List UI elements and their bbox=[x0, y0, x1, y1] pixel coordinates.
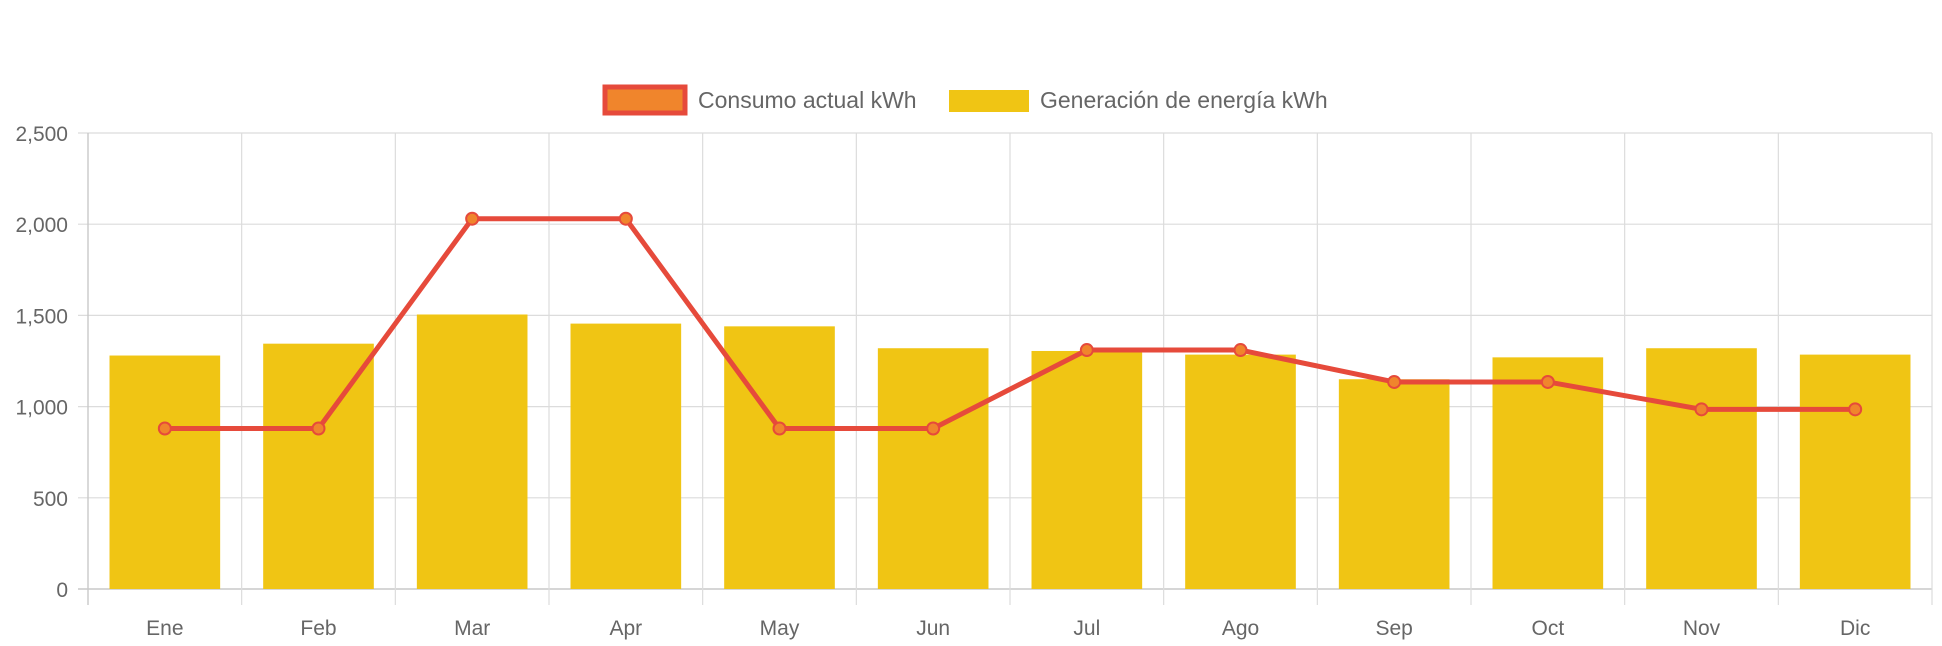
bar-dic[interactable] bbox=[1799, 354, 1911, 589]
point-dic[interactable] bbox=[1848, 402, 1863, 417]
point-jun[interactable] bbox=[926, 421, 941, 436]
y-tick-label: 1,500 bbox=[15, 305, 68, 328]
y-tick-label: 500 bbox=[33, 488, 68, 511]
point-jul[interactable] bbox=[1079, 343, 1094, 358]
legend-label-consumo: Consumo actual kWh bbox=[698, 87, 917, 113]
y-axis-ticks: 0 500 1,000 1,500 2,000 2,500 bbox=[15, 123, 68, 602]
x-tick-label: Jul bbox=[1073, 617, 1100, 640]
bar-sep[interactable] bbox=[1338, 379, 1450, 589]
x-tick-label: Ene bbox=[146, 617, 183, 640]
x-tick-label: May bbox=[760, 617, 800, 640]
x-tick-label: Apr bbox=[609, 617, 642, 640]
bar-jul[interactable] bbox=[1031, 350, 1143, 589]
bar-feb[interactable] bbox=[263, 343, 374, 589]
point-apr[interactable] bbox=[618, 211, 633, 226]
point-mar[interactable] bbox=[465, 211, 480, 226]
legend: Consumo actual kWh Generación de energía… bbox=[602, 84, 1328, 116]
point-sep[interactable] bbox=[1387, 374, 1402, 389]
point-oct[interactable] bbox=[1540, 374, 1555, 389]
bar-ene[interactable] bbox=[109, 355, 221, 589]
grid bbox=[78, 132, 1933, 605]
point-ene[interactable] bbox=[157, 421, 172, 436]
bar-apr[interactable] bbox=[570, 323, 682, 589]
x-tick-label: Jun bbox=[916, 617, 950, 640]
point-may[interactable] bbox=[772, 421, 787, 436]
y-tick-label: 2,000 bbox=[15, 214, 68, 237]
generation-bars bbox=[109, 314, 1911, 589]
consumption-line bbox=[157, 211, 1863, 436]
point-nov[interactable] bbox=[1694, 402, 1709, 417]
legend-swatch-consumo bbox=[602, 84, 688, 116]
x-tick-label: Ago bbox=[1222, 617, 1259, 640]
x-tick-label: Dic bbox=[1840, 617, 1870, 640]
bar-ago[interactable] bbox=[1185, 354, 1296, 589]
x-tick-label: Oct bbox=[1531, 617, 1564, 640]
x-tick-label: Sep bbox=[1375, 617, 1412, 640]
bar-nov[interactable] bbox=[1646, 348, 1757, 589]
point-ago[interactable] bbox=[1233, 343, 1248, 358]
bar-jun[interactable] bbox=[877, 348, 989, 589]
y-tick-label: 2,500 bbox=[15, 123, 68, 146]
legend-swatch-generacion bbox=[949, 90, 1029, 112]
bar-oct[interactable] bbox=[1492, 357, 1604, 589]
x-axis-ticks: Ene Feb Mar Apr May Jun Jul Ago Sep Oct Nov Dic bbox=[146, 617, 1870, 640]
point-feb[interactable] bbox=[311, 421, 326, 436]
legend-label-generacion: Generación de energía kWh bbox=[1040, 87, 1328, 113]
consumption-line-path bbox=[164, 216, 1856, 431]
legend-item-consumo[interactable]: Consumo actual kWh bbox=[602, 84, 917, 116]
x-tick-label: Mar bbox=[454, 617, 490, 640]
legend-item-generacion[interactable]: Generación de energía kWh bbox=[949, 87, 1328, 113]
y-tick-label: 1,000 bbox=[15, 397, 68, 420]
y-tick-label: 0 bbox=[56, 579, 68, 602]
bar-may[interactable] bbox=[724, 326, 835, 589]
x-tick-label: Feb bbox=[300, 617, 336, 640]
bar-mar[interactable] bbox=[416, 314, 528, 589]
x-tick-label: Nov bbox=[1683, 617, 1721, 640]
